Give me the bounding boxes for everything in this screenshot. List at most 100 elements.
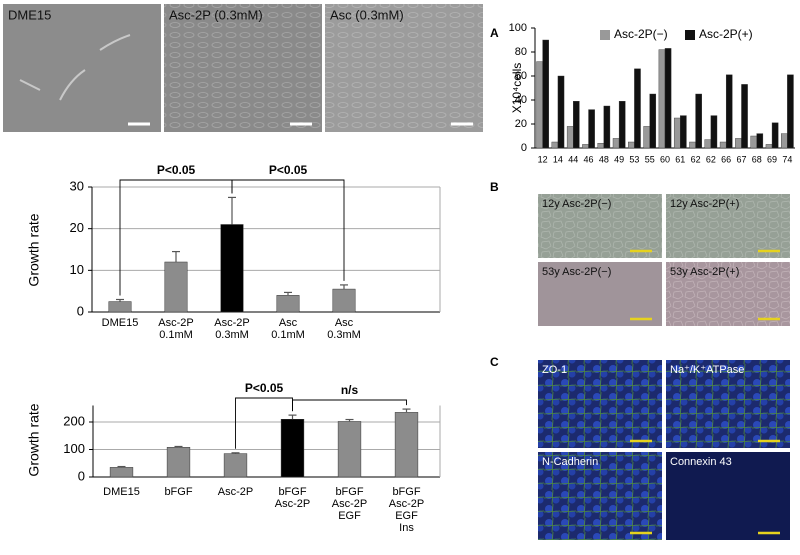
legend-swatch	[600, 30, 610, 40]
y-tick-label: 20	[70, 220, 84, 235]
x-tick-label: bFGF	[392, 486, 420, 498]
y-tick-label: 20	[515, 118, 527, 130]
image	[666, 262, 790, 326]
bar	[741, 84, 748, 149]
image	[538, 262, 662, 326]
bar	[280, 419, 305, 478]
annotation: P<0.05	[157, 163, 196, 177]
panel-c-images: ZO-1 Na⁺/K⁺ATPase N-Cadherin Connexin 43	[538, 360, 790, 540]
image-label: DME15	[8, 7, 51, 22]
bar	[680, 115, 687, 149]
panel-label: A	[490, 26, 499, 40]
y-tick-label: 0	[78, 468, 85, 483]
image-label: Asc-2P (0.3mM)	[169, 7, 263, 22]
x-tick-label: bFGF	[278, 486, 306, 498]
x-tick-label: Asc-2P	[275, 498, 310, 510]
y-tick-label: 30	[70, 178, 84, 193]
error-bar	[228, 196, 236, 225]
bar	[588, 109, 595, 149]
bar	[394, 412, 419, 478]
image-label: 12y Asc-2P(+)	[670, 198, 739, 210]
error-bar	[172, 250, 180, 262]
image-label: ZO-1	[542, 364, 567, 376]
bar	[725, 74, 733, 149]
image	[666, 360, 790, 448]
x-tick-label: 69	[767, 154, 777, 164]
annotation: n/s	[341, 383, 359, 397]
bar	[695, 93, 702, 149]
y-tick-label: 40	[515, 94, 527, 106]
bar	[704, 139, 712, 149]
image	[666, 452, 790, 540]
image	[164, 4, 322, 132]
x-tick-label: Asc-2P	[158, 317, 193, 329]
y-tick-label: 100	[63, 441, 85, 456]
bar	[756, 133, 764, 149]
x-tick-label: 0.3mM	[215, 329, 249, 341]
error-bar	[402, 408, 411, 413]
bar	[566, 126, 574, 149]
error-bar	[117, 465, 126, 468]
bar	[536, 61, 543, 149]
bar	[719, 141, 727, 149]
image-label: Connexin 43	[670, 456, 732, 468]
image-label: 12y Asc-2P(−)	[542, 198, 611, 210]
x-tick-label: 0.3mM	[327, 329, 361, 341]
bar	[664, 48, 672, 149]
bracket	[292, 399, 407, 412]
x-tick-label: 12	[538, 154, 548, 164]
bar	[557, 75, 565, 149]
bar	[573, 100, 580, 149]
y-tick-label: 60	[515, 70, 527, 82]
y-axis-label: Growth rate	[26, 403, 42, 476]
panel-b-images: 12y Asc-2P(−) 12y Asc-2P(+) 53y Asc-2P(−…	[538, 194, 790, 326]
x-tick-label: Asc	[335, 317, 354, 329]
bar	[787, 74, 794, 149]
error-bar	[284, 291, 292, 296]
bar	[603, 105, 611, 149]
bar	[582, 144, 589, 149]
x-tick-label: 60	[660, 154, 670, 164]
error-bar	[231, 452, 240, 454]
image	[538, 452, 662, 540]
x-tick-label: bFGF	[164, 486, 192, 498]
top-images: DME15 Asc-2P (0.3mM) Asc (0.3mM)	[3, 4, 483, 132]
y-tick-label: 100	[509, 22, 527, 34]
panel-label: B	[490, 180, 499, 194]
bar	[337, 421, 362, 478]
bar	[781, 133, 788, 149]
bar	[223, 453, 248, 478]
error-bar	[288, 414, 297, 420]
bar	[673, 117, 681, 149]
y-tick-label: 10	[70, 262, 84, 277]
x-tick-label: Asc-2P	[218, 486, 253, 498]
x-tick-label: 46	[584, 154, 594, 164]
x-tick-label: Asc-2P	[389, 498, 424, 510]
x-tick-label: EGF	[395, 510, 418, 522]
legend-label: Asc-2P(−)	[614, 27, 668, 41]
image	[538, 360, 662, 448]
bar	[542, 39, 549, 149]
error-bar	[116, 298, 124, 302]
bar	[597, 142, 605, 149]
bar	[689, 141, 696, 149]
x-tick-label: 0.1mM	[159, 329, 193, 341]
y-tick-label: 200	[63, 413, 85, 428]
x-tick-label: 44	[568, 154, 578, 164]
bar	[108, 301, 132, 313]
bar	[220, 224, 244, 313]
x-tick-label: 74	[782, 154, 792, 164]
error-bar	[345, 418, 354, 422]
bar	[612, 138, 620, 149]
panel-label: C	[490, 355, 499, 369]
x-tick-label: 14	[553, 154, 563, 164]
x-tick-label: DME15	[103, 486, 140, 498]
x-tick-label: 53	[629, 154, 639, 164]
x-tick-label: Ins	[399, 522, 414, 534]
x-tick-label: Asc	[279, 317, 298, 329]
y-tick-label: 80	[515, 46, 527, 58]
chart: 0 20 40 60 80 100 X10⁴cells 12 14 44 46 48 49 53 55 60 6…	[509, 22, 795, 164]
x-tick-label: 0.1mM	[271, 329, 305, 341]
